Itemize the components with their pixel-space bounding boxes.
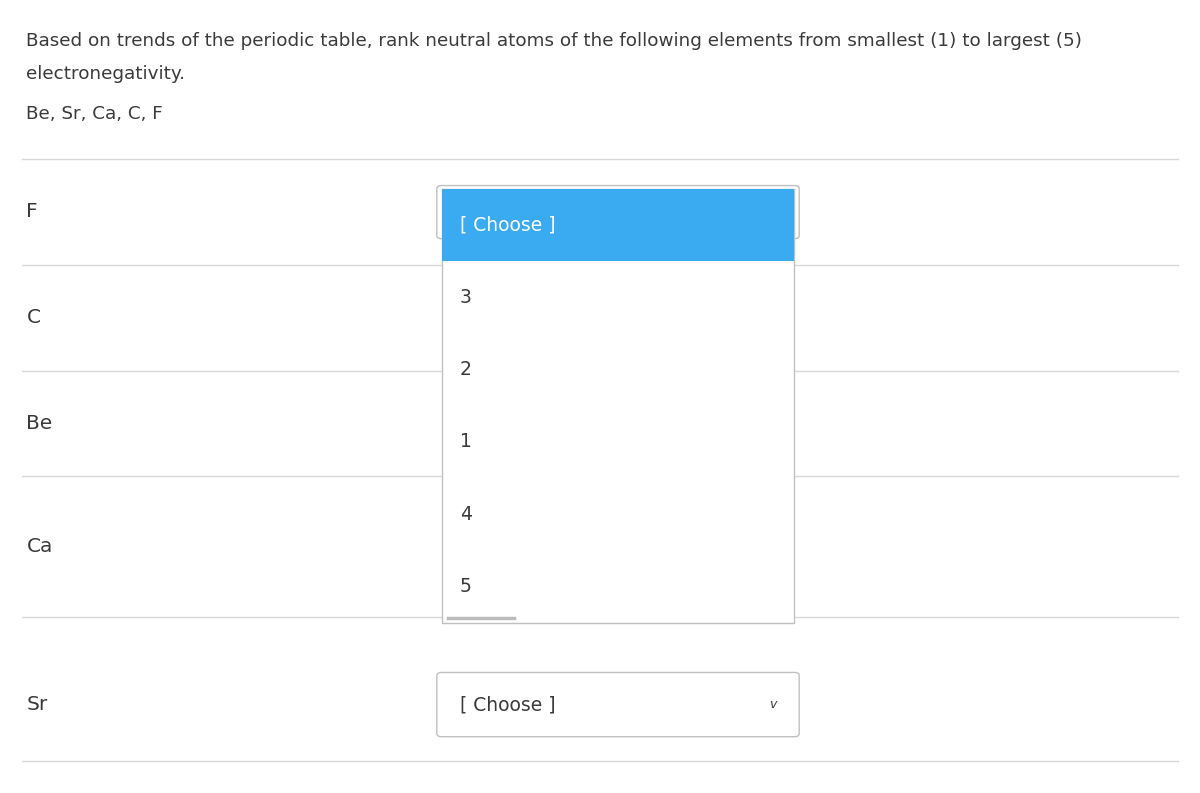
Bar <box>442 189 794 623</box>
Text: Ca: Ca <box>26 537 53 556</box>
Text: v: v <box>769 205 776 219</box>
Text: 3: 3 <box>460 288 472 307</box>
Text: [ Choose ]: [ Choose ] <box>460 695 556 714</box>
FancyBboxPatch shape <box>437 672 799 737</box>
Text: v: v <box>769 698 776 711</box>
FancyBboxPatch shape <box>437 186 799 239</box>
Text: 2: 2 <box>460 360 472 379</box>
Text: 5: 5 <box>460 577 472 596</box>
Text: [ Choose ]: [ Choose ] <box>460 216 556 235</box>
Text: electronegativity.: electronegativity. <box>26 65 186 83</box>
Text: Be: Be <box>26 414 53 433</box>
Text: Sr: Sr <box>26 695 48 714</box>
Text: 4: 4 <box>460 504 472 523</box>
Text: F: F <box>26 202 38 221</box>
Text: [ Choose ]: [ Choose ] <box>460 203 556 221</box>
Text: C: C <box>26 308 41 328</box>
Bar <box>442 189 794 261</box>
Text: Be, Sr, Ca, C, F: Be, Sr, Ca, C, F <box>26 105 163 123</box>
Text: Based on trends of the periodic table, rank neutral atoms of the following eleme: Based on trends of the periodic table, r… <box>26 32 1082 50</box>
Text: 1: 1 <box>460 432 472 451</box>
